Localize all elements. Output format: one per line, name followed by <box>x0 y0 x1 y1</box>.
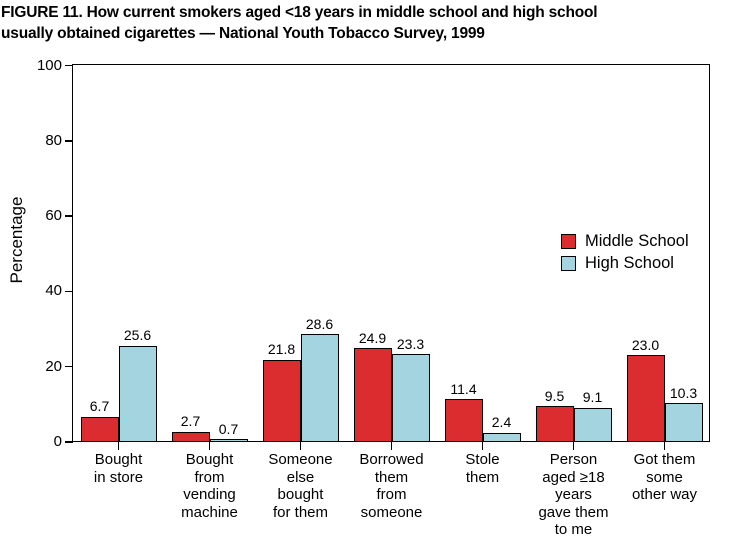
x-category-label: Someone else bought for them <box>268 451 333 521</box>
bar-value-label: 23.3 <box>396 335 425 352</box>
bar-middle-school <box>171 431 210 442</box>
bar-value-label: 6.7 <box>89 398 110 415</box>
y-tick-label: 80 <box>45 131 62 149</box>
x-tick-mark <box>663 442 666 450</box>
x-category-label: Bought from vending machine <box>181 451 238 521</box>
bar-value-label: 2.7 <box>180 413 201 430</box>
y-tick-mark <box>65 441 73 443</box>
bar-high-school <box>391 354 430 442</box>
y-tick-mark <box>65 64 73 67</box>
y-tick-label: 0 <box>53 433 62 450</box>
x-category-label: Got them some other way <box>631 451 698 503</box>
x-category-label: Stole them <box>465 451 500 486</box>
legend-label-high-school: High School <box>585 254 674 272</box>
bar-value-label: 23.0 <box>631 336 660 353</box>
bar-value-label: 2.4 <box>491 414 512 431</box>
legend-label-middle-school: Middle School <box>585 232 689 250</box>
x-tick-mark <box>390 442 393 450</box>
bar-middle-school <box>626 355 665 442</box>
bar-value-label: 0.7 <box>218 420 239 437</box>
legend: Middle School High School <box>561 232 689 276</box>
y-tick-mark <box>65 140 73 142</box>
y-tick-mark <box>65 290 73 293</box>
bar-middle-school <box>444 399 483 442</box>
bar-value-label: 25.6 <box>123 327 152 344</box>
y-tick-mark <box>65 365 73 368</box>
legend-item-high-school: High School <box>561 254 689 273</box>
legend-swatch-middle-school <box>561 234 576 249</box>
y-tick-label: 20 <box>45 357 62 375</box>
y-tick-label: 100 <box>36 56 62 74</box>
bar-value-label: 21.8 <box>267 341 296 358</box>
bar-middle-school <box>535 406 574 442</box>
bar-middle-school <box>80 416 119 442</box>
x-tick-mark <box>208 442 211 450</box>
legend-item-middle-school: Middle School <box>561 232 689 251</box>
bar-high-school <box>118 345 157 442</box>
bar-middle-school <box>353 348 392 442</box>
bar-high-school <box>300 334 339 442</box>
bar-high-school <box>664 403 703 442</box>
bar-value-label: 24.9 <box>358 329 387 346</box>
figure-title: FIGURE 11. How current smokers aged <18 … <box>1 4 598 42</box>
y-tick-label: 40 <box>45 282 62 300</box>
x-tick-mark <box>481 442 484 450</box>
bar-value-label: 9.1 <box>582 389 603 406</box>
bar-high-school <box>482 432 521 442</box>
y-tick-label: 60 <box>45 207 62 225</box>
bar-value-label: 28.6 <box>305 315 334 332</box>
legend-swatch-high-school <box>561 256 576 271</box>
x-tick-mark <box>117 442 120 450</box>
bar-high-school <box>573 407 612 442</box>
x-tick-mark <box>572 442 575 450</box>
bar-high-school <box>209 439 248 442</box>
bar-value-label: 10.3 <box>669 384 698 401</box>
x-category-label: Bought in store <box>93 451 144 486</box>
bar-middle-school <box>262 359 301 442</box>
bar-value-label: 9.5 <box>544 387 565 404</box>
y-tick-mark <box>65 215 73 217</box>
x-tick-mark <box>299 442 302 450</box>
x-category-label: Borrowed them from someone <box>359 451 424 521</box>
bar-value-label: 11.4 <box>450 380 477 397</box>
